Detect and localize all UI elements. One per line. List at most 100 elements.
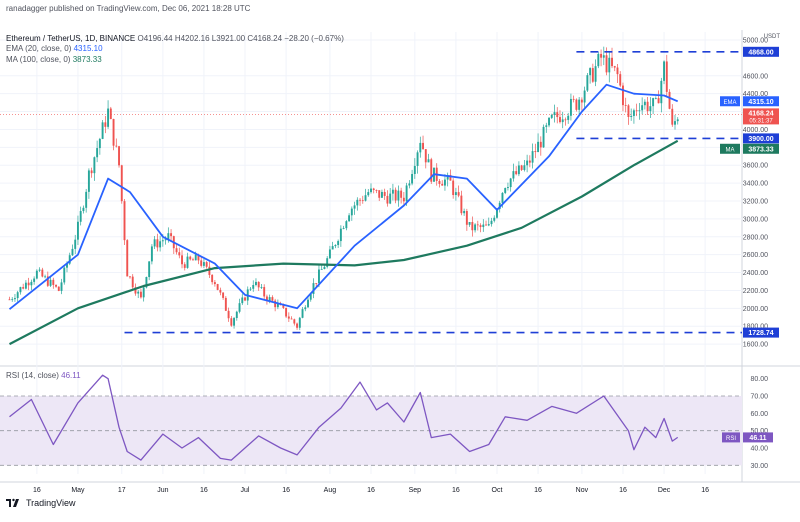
- candle-body: [383, 191, 386, 196]
- candle-body: [531, 151, 534, 163]
- candle-body: [586, 75, 589, 91]
- candle-body: [161, 240, 164, 242]
- candle-body: [342, 228, 345, 229]
- rsi-name-label: RSI: [726, 436, 736, 442]
- candle-body: [624, 105, 627, 106]
- x-tick-label: Dec: [658, 487, 671, 494]
- candle-body: [189, 256, 192, 260]
- candle-body: [74, 239, 77, 249]
- candle-body: [416, 152, 419, 166]
- y-tick-label: 3200.00: [743, 199, 768, 206]
- candle-body: [361, 200, 364, 202]
- candle-body: [454, 192, 457, 196]
- candle-body: [520, 165, 523, 170]
- candle-body: [192, 259, 194, 261]
- indicator-price-tag: [743, 96, 779, 107]
- candle-body: [463, 211, 466, 214]
- candle-body: [200, 260, 203, 266]
- candle-body: [118, 146, 120, 166]
- rsi-line: [9, 374, 679, 461]
- candle-body: [580, 99, 583, 103]
- candle-body: [309, 293, 312, 300]
- candle-body: [137, 291, 140, 294]
- x-tick-label: Nov: [576, 487, 589, 494]
- rsi-legend[interactable]: RSI (14, close) 46.11: [6, 371, 81, 380]
- candle-body: [353, 205, 356, 209]
- candle-body: [285, 307, 288, 317]
- x-tick-label: May: [71, 487, 85, 494]
- candle-body: [107, 108, 110, 127]
- candle-body: [120, 165, 123, 202]
- candle-body: [205, 262, 208, 267]
- y-tick-label: 3400.00: [743, 181, 768, 188]
- candle-body: [109, 108, 112, 119]
- candle-body: [430, 159, 433, 182]
- candle-body: [282, 305, 285, 308]
- candle-body: [181, 255, 183, 265]
- candle-body: [600, 53, 603, 58]
- candle-body: [27, 282, 30, 286]
- candle-body: [545, 125, 548, 127]
- candle-body: [235, 311, 238, 319]
- candle-body: [85, 191, 88, 208]
- candle-body: [605, 55, 608, 73]
- candle-body: [397, 190, 400, 201]
- candle-body: [616, 67, 619, 75]
- candle-body: [394, 189, 397, 201]
- last-price-label: 4168.24: [748, 110, 773, 117]
- candle-body: [597, 53, 600, 67]
- candle-body: [665, 61, 668, 92]
- candle-body: [194, 254, 197, 261]
- candle-body: [380, 191, 383, 198]
- candle-body: [654, 98, 657, 99]
- rsi-y-tick-label: 70.00: [750, 394, 768, 401]
- bar-countdown-label: 05:31:37: [749, 118, 773, 124]
- candle-body: [312, 283, 315, 294]
- candle-body: [468, 221, 471, 225]
- candle-body: [504, 188, 507, 193]
- footer-branding[interactable]: TradingView: [6, 498, 76, 508]
- last-price-tag: [743, 108, 779, 125]
- candle-body: [564, 119, 567, 121]
- indicator-price-label: 3873.33: [748, 146, 773, 153]
- candle-body: [608, 57, 611, 73]
- candle-body: [671, 108, 674, 125]
- candle-body: [517, 165, 520, 175]
- level-price-tag: [743, 327, 779, 338]
- ma-legend[interactable]: MA (100, close, 0) 3873.33: [6, 55, 102, 64]
- y-tick-label: 1800.00: [743, 324, 768, 331]
- candle-body: [276, 303, 279, 308]
- ema-legend[interactable]: EMA (20, close, 0) 4315.10: [6, 44, 103, 53]
- candle-body: [553, 112, 556, 116]
- x-tick-label: 16: [282, 487, 290, 494]
- candle-body: [515, 171, 518, 175]
- candle-body: [129, 276, 131, 278]
- candle-body: [170, 233, 173, 237]
- candle-body: [589, 68, 592, 76]
- candle-body: [405, 185, 408, 202]
- candle-body: [271, 297, 274, 301]
- rsi-y-tick-label: 30.00: [750, 463, 768, 470]
- candle-body: [537, 141, 540, 153]
- indicator-name-label: EMA: [723, 100, 736, 106]
- candle-body: [378, 190, 381, 198]
- candle-body: [213, 282, 216, 285]
- candle-body: [35, 270, 38, 279]
- candle-body: [24, 282, 27, 289]
- candle-body: [561, 119, 564, 123]
- candle-body: [41, 269, 44, 277]
- candle-body: [326, 258, 329, 267]
- candle-body: [512, 171, 515, 179]
- rsi-value-tag: [743, 432, 773, 443]
- y-tick-label: 2400.00: [743, 270, 768, 277]
- candle-body: [202, 262, 205, 266]
- y-tick-label: 4400.00: [743, 91, 768, 98]
- candle-body: [424, 149, 427, 163]
- candle-body: [506, 187, 509, 189]
- candle-body: [367, 192, 370, 196]
- ohlc-text: O4196.44 H4202.16 L3921.00 C4168.24 −28.…: [137, 34, 344, 43]
- candle-body: [71, 248, 74, 256]
- candle-body: [465, 211, 468, 225]
- candle-body: [159, 241, 162, 248]
- candle-body: [646, 101, 649, 112]
